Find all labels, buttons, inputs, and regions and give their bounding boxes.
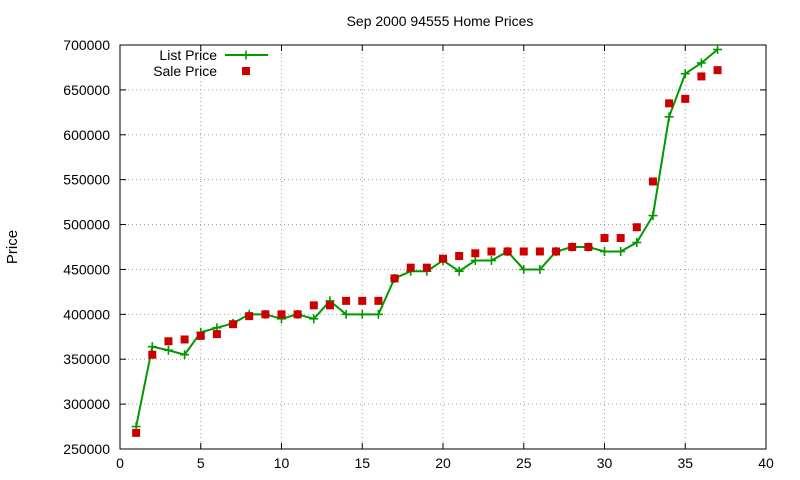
- list-price-point: [180, 350, 190, 360]
- series-0: [131, 44, 723, 432]
- sale-price-point: [713, 66, 722, 75]
- x-tick-label: 15: [354, 455, 370, 471]
- sale-price-point: [503, 247, 512, 256]
- legend-label: List Price: [159, 47, 217, 63]
- sale-price-point: [148, 350, 157, 359]
- legend-square-swatch: [242, 67, 250, 75]
- list-price-point: [357, 309, 367, 319]
- chart-title: Sep 2000 94555 Home Prices: [347, 13, 534, 29]
- sale-price-point: [632, 223, 641, 232]
- x-tick-label: 25: [516, 455, 532, 471]
- list-price-point: [616, 246, 626, 256]
- sale-price-point: [245, 312, 254, 321]
- sale-price-point: [212, 330, 221, 339]
- sale-price-point: [164, 337, 173, 346]
- sale-price-point: [406, 263, 415, 272]
- x-tick-label: 35: [677, 455, 693, 471]
- grid: [120, 45, 766, 449]
- sale-price-point: [697, 72, 706, 81]
- y-tick-label: 500000: [63, 217, 110, 233]
- list-price-point: [696, 58, 706, 68]
- y-tick-label: 600000: [63, 127, 110, 143]
- list-price-point: [713, 44, 723, 54]
- list-price-point: [373, 309, 383, 319]
- y-tick-label: 550000: [63, 172, 110, 188]
- list-price-point: [163, 345, 173, 355]
- list-price-point: [454, 266, 464, 276]
- list-price-point: [147, 342, 157, 352]
- sale-price-point: [519, 247, 528, 256]
- x-tick-label: 5: [197, 455, 205, 471]
- sale-price-point: [439, 254, 447, 263]
- y-tick-label: 650000: [63, 82, 110, 98]
- y-tick-label: 250000: [63, 441, 110, 457]
- list-price-point: [680, 69, 690, 79]
- list-price-point: [486, 255, 496, 265]
- y-tick-label: 400000: [63, 306, 110, 322]
- sale-price-point: [616, 234, 625, 243]
- sale-price-point: [665, 99, 674, 108]
- sale-price-point: [196, 331, 205, 340]
- series-layer: [131, 44, 723, 437]
- sale-price-point: [180, 335, 189, 344]
- legend-label: Sale Price: [153, 63, 217, 79]
- y-tick-label: 300000: [63, 396, 110, 412]
- list-price-point: [600, 246, 609, 256]
- sale-price-point: [455, 251, 464, 260]
- legend-item-0: List Price: [159, 47, 268, 63]
- sale-price-point: [648, 177, 657, 186]
- sale-price-point: [342, 296, 351, 305]
- list-price-point: [470, 255, 480, 265]
- sale-price-point: [535, 247, 544, 256]
- sale-price-point: [261, 310, 270, 319]
- sale-price-point: [471, 249, 480, 258]
- series-1: [132, 66, 722, 437]
- sale-price-point: [132, 428, 141, 437]
- y-tick-label: 700000: [63, 37, 110, 53]
- sale-price-point: [277, 310, 286, 319]
- y-axis-label: Price: [4, 230, 21, 264]
- y-tick-label: 350000: [63, 351, 110, 367]
- list-price-point: [519, 264, 529, 274]
- list-price-point: [341, 309, 351, 319]
- y-tick-label: 450000: [63, 261, 110, 277]
- sale-price-point: [293, 310, 302, 319]
- sale-price-point: [358, 296, 367, 305]
- sale-price-point: [229, 320, 238, 329]
- sale-price-point: [390, 274, 399, 283]
- legend-plus-swatch: [241, 50, 251, 60]
- list-price-point: [648, 211, 658, 221]
- list-price-point: [535, 264, 545, 274]
- sale-price-point: [422, 263, 431, 272]
- x-tick-label: 40: [758, 455, 774, 471]
- sale-price-point: [374, 296, 383, 305]
- sale-price-point: [325, 301, 334, 310]
- sale-price-point: [309, 301, 318, 310]
- x-tick-label: 30: [597, 455, 613, 471]
- axis-ticks: 0 5 10 15 20 25 30 35 40 250000 300000 350000 400000…: [63, 37, 774, 471]
- legend-item-1: Sale Price: [153, 63, 250, 79]
- list-price-line: [135, 48, 719, 427]
- sale-price-point: [584, 243, 593, 251]
- sale-price-point: [681, 94, 690, 103]
- list-price-point: [664, 112, 674, 122]
- sale-price-point: [600, 234, 609, 243]
- sale-price-point: [568, 243, 577, 251]
- list-price-point: [309, 314, 319, 324]
- sale-price-point: [552, 247, 561, 256]
- x-tick-label: 20: [435, 455, 451, 471]
- sale-price-point: [487, 247, 496, 256]
- x-tick-label: 10: [274, 455, 290, 471]
- x-tick-label: 0: [116, 455, 124, 471]
- list-price-point: [632, 238, 642, 248]
